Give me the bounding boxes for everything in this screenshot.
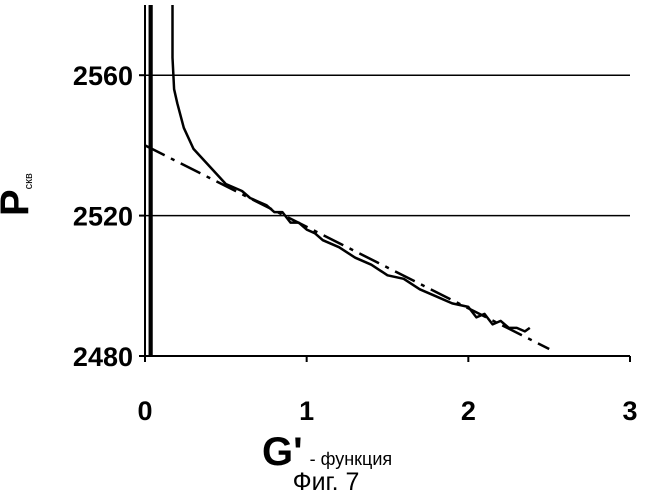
figure-caption: Фиг. 7 <box>293 468 360 496</box>
x-tick-labels: 0 1 2 3 <box>137 356 637 426</box>
y-tick-label-2480: 2480 <box>73 342 133 372</box>
x-tick-label-1: 1 <box>299 396 314 426</box>
x-tick-label-0: 0 <box>137 396 152 426</box>
y-tick-label-2560: 2560 <box>73 61 133 91</box>
series-line-1 <box>173 5 530 331</box>
series-group <box>145 5 549 356</box>
y-axis-label-main: P <box>0 189 37 216</box>
y-tick-labels: 2480 2520 2560 <box>73 61 145 372</box>
y-axis-label-sub: скв <box>23 173 35 189</box>
x-tick-label-2: 2 <box>461 396 476 426</box>
grid <box>145 75 630 215</box>
y-axis-label: Pскв <box>0 173 37 216</box>
x-axis-label-sub: - функция <box>305 449 393 469</box>
y-tick-label-2520: 2520 <box>73 202 133 232</box>
x-tick-label-3: 3 <box>622 396 637 426</box>
